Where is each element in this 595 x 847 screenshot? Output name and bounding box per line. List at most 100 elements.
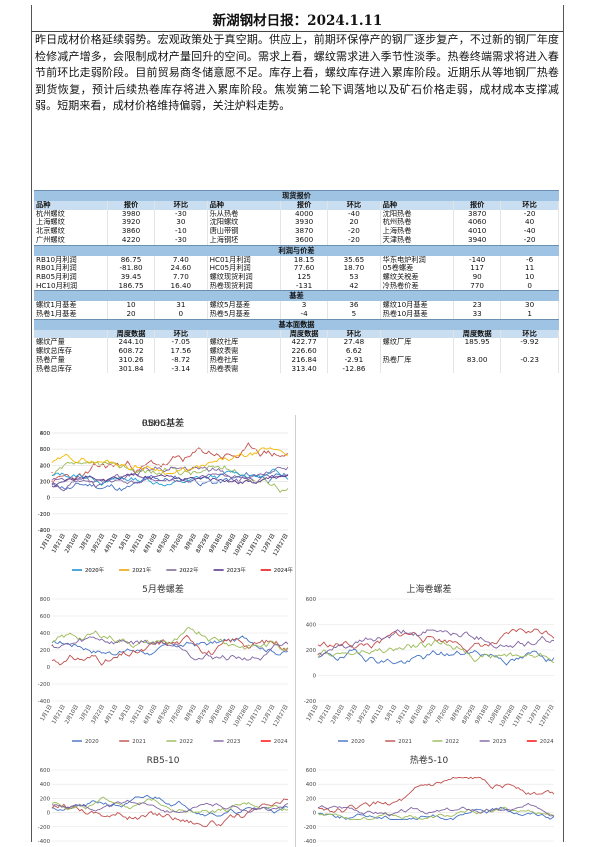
series-line [52, 627, 288, 651]
chart-title: 05HC基差 [142, 417, 185, 429]
profit-cell: 0 [501, 282, 559, 291]
legend-label: 2021 [398, 739, 412, 745]
spot-band: 现货报价 [34, 190, 559, 201]
fundamentals-cell: 301.84 [107, 365, 154, 374]
spot-cell: 上海钢坯 [207, 236, 280, 245]
basis-cell: 1 [501, 310, 559, 319]
legend-label: 2022年 [179, 566, 199, 574]
profit-cell: 117 [454, 264, 501, 273]
fundamentals-cell: 螺纹表需 [207, 347, 280, 356]
report-title: 新湖钢材日报：2024.1.11 [32, 9, 563, 29]
basis-cell: 螺纹10月基差 [380, 301, 453, 310]
fundamentals-header-cell: 周度数据 [280, 330, 327, 339]
spot-cell: 4010 [454, 227, 501, 236]
spot-cell: 40 [501, 218, 559, 227]
spot-cell: 3940 [454, 236, 501, 245]
spot-cell: 杭州热卷 [380, 218, 453, 227]
fundamentals-cell: -0.23 [501, 356, 559, 365]
fundamentals-cell: -7.05 [155, 338, 207, 347]
fundamentals-cell: -2.91 [328, 356, 380, 365]
fundamentals-band: 基本面数据 [34, 319, 559, 330]
charts-divider [295, 415, 296, 847]
profit-cell: RB01月利润 [34, 264, 107, 273]
x-tick-label: 5月1日 [118, 533, 133, 552]
spot-cell: 3920 [107, 218, 154, 227]
y-tick-label: 200 [40, 648, 51, 654]
profit-cell: 18.70 [328, 264, 380, 273]
spot-cell: 4060 [454, 218, 501, 227]
chart-title: 5月卷螺差 [142, 583, 184, 595]
profit-cell: 华东电炉利润 [380, 256, 453, 265]
legend-label: 2022 [179, 739, 193, 745]
profit-cell: -140 [454, 256, 501, 265]
spot-header-cell: 报价 [454, 201, 501, 210]
spot-header-cell: 报价 [280, 201, 327, 210]
fundamentals-cell: 185.95 [454, 338, 501, 347]
fundamentals-cell: 热卷表需 [207, 365, 280, 374]
series-line [318, 650, 554, 665]
fundamentals-header-cell: 环比 [155, 330, 207, 339]
y-tick-label: 200 [40, 796, 51, 802]
profit-cell: 39.45 [107, 273, 154, 282]
basis-cell: -4 [280, 310, 327, 319]
basis-cell: 20 [107, 310, 154, 319]
chart-title: RB5-10 [147, 756, 180, 766]
profit-cell: 42 [328, 282, 380, 291]
profit-cell: RB10月利润 [34, 256, 107, 265]
y-tick-label: -400 [304, 839, 317, 845]
y-tick-label: 400 [306, 782, 317, 788]
y-tick-label: 0 [47, 665, 51, 671]
y-tick-label: 600 [40, 447, 51, 453]
profit-cell: 7.70 [155, 273, 207, 282]
spot-cell: -20 [328, 227, 380, 236]
x-tick-label: 5月1日 [118, 704, 133, 723]
spot-cell: 3980 [107, 210, 154, 219]
spot-cell: 4220 [107, 236, 154, 245]
spot-cell: 20 [328, 218, 380, 227]
spot-header-cell: 环比 [155, 201, 207, 210]
profit-cell: 冷热卷价差 [380, 282, 453, 291]
x-tick-label: 3月2日 [78, 704, 93, 723]
fundamentals-header-cell [380, 330, 453, 339]
x-tick-label: 8月9日 [183, 704, 198, 723]
fundamentals-cell [454, 347, 501, 356]
profit-cell: 125 [280, 273, 327, 282]
basis-cell: 5 [328, 310, 380, 319]
y-tick-label: 400 [306, 623, 317, 629]
spot-cell: -10 [155, 227, 207, 236]
y-tick-label: 400 [40, 782, 51, 788]
y-tick-label: 0 [313, 674, 317, 680]
spot-cell: 沈阳螺纹 [207, 218, 280, 227]
legend-label: 2020 [85, 739, 99, 745]
y-tick-label: 600 [40, 614, 51, 620]
spot-cell: 3870 [280, 227, 327, 236]
y-tick-label: -400 [38, 839, 51, 845]
fundamentals-cell: 216.84 [280, 356, 327, 365]
spot-cell: 4000 [280, 210, 327, 219]
basis-cell: 30 [501, 301, 559, 310]
spot-cell: 北京螺纹 [34, 227, 107, 236]
spot-cell: 沈阳热卷 [380, 210, 453, 219]
fundamentals-header-cell [34, 330, 107, 339]
y-tick-label: 600 [306, 768, 317, 774]
fundamentals-cell: 310.26 [107, 356, 154, 365]
profit-cell: 86.75 [107, 256, 154, 265]
series-line [318, 629, 554, 652]
y-tick-label: 800 [40, 597, 51, 603]
fundamentals-cell: -9.92 [501, 338, 559, 347]
spot-cell: 唐山带钢 [207, 227, 280, 236]
profit-cell: 11 [501, 264, 559, 273]
profit-cell: -131 [280, 282, 327, 291]
x-tick-label: 1月1日 [39, 533, 54, 552]
fundamentals-cell: 热卷总库存 [34, 365, 107, 374]
fundamentals-header-row: 周度数据环比周度数据环比周度数据环比 [34, 330, 559, 339]
